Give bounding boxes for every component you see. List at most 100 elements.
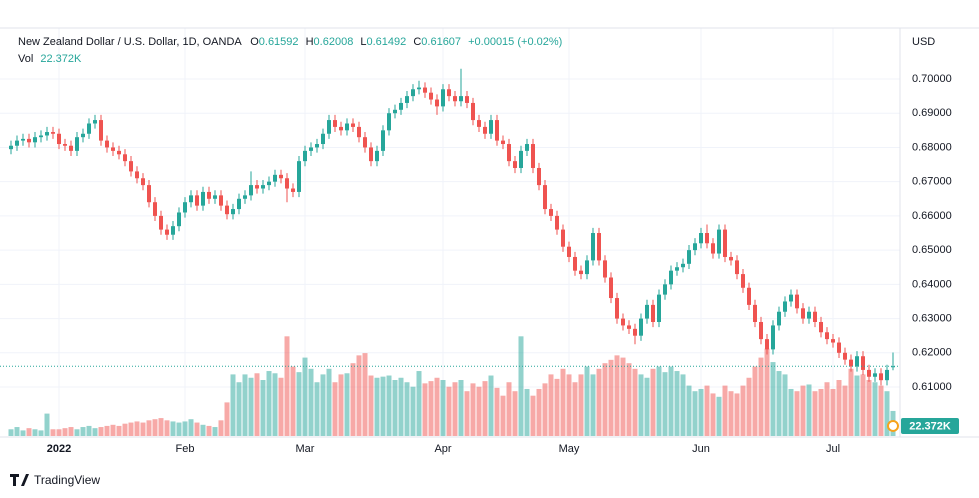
volume-bar (20, 430, 26, 436)
x-tick-label: Feb (176, 443, 195, 455)
volume-pane (8, 336, 896, 436)
candle-body (81, 133, 85, 138)
volume-bar (518, 336, 524, 436)
candle-body (207, 191, 211, 199)
candle-body (831, 339, 835, 343)
volume-bar (230, 374, 236, 436)
candle-body (405, 96, 409, 103)
volume-bar (74, 429, 80, 436)
volume-bar (104, 425, 110, 436)
volume-bar (632, 368, 638, 436)
candle-body (711, 243, 715, 254)
candle-body (51, 132, 55, 134)
high-value: 0.62008 (314, 36, 354, 48)
volume-bar (566, 374, 572, 436)
volume-bar (548, 374, 554, 436)
candle-body (159, 215, 163, 230)
volume-bar (494, 387, 500, 436)
candle-body (303, 150, 307, 162)
volume-bar (764, 348, 770, 436)
volume-bar (482, 381, 488, 436)
logo-icon (10, 474, 29, 486)
volume-bar (344, 373, 350, 436)
volume-bar (398, 377, 404, 436)
volume-bar (536, 388, 542, 436)
volume-bar (152, 419, 158, 436)
candle-body (543, 185, 547, 210)
volume-bar (794, 391, 800, 436)
close-value: 0.61607 (421, 36, 461, 48)
candle-body (819, 322, 823, 333)
candle-body (699, 233, 703, 244)
low-value: 0.61492 (367, 36, 407, 48)
candle-body (87, 123, 91, 134)
volume-bar (158, 418, 164, 436)
volume-bar (272, 373, 278, 436)
volume-bar (128, 422, 134, 436)
volume-bar (488, 375, 494, 436)
candle-body (873, 373, 877, 377)
volume-bar (596, 368, 602, 436)
volume-bar (590, 374, 596, 436)
candle-body (417, 87, 421, 90)
candle-body (453, 96, 457, 102)
candle-body (27, 138, 31, 143)
volume-bar (368, 375, 374, 436)
volume-bar (524, 388, 530, 436)
candle-body (861, 356, 865, 370)
volume-bar (842, 385, 848, 436)
candle-body (867, 369, 871, 377)
candle-body (243, 195, 247, 199)
y-tick-label: 0.68000 (912, 141, 952, 153)
volume-bar (98, 427, 104, 436)
candle-body (633, 328, 637, 336)
candle-body (681, 263, 685, 268)
volume-bar (746, 377, 752, 436)
candle-body (351, 123, 355, 127)
volume-bar (830, 388, 836, 436)
ohlc-letter: C (413, 36, 421, 48)
candle-body (507, 144, 511, 162)
volume-value: 22.372K (40, 53, 82, 65)
candle-body (273, 174, 277, 182)
candle-body (549, 209, 553, 216)
y-tick-label: 0.63000 (912, 312, 952, 324)
candle-body (279, 174, 283, 179)
candle-body (297, 161, 301, 192)
volume-bar (176, 422, 182, 436)
candle-body (393, 109, 397, 114)
volume-bar (164, 420, 170, 436)
volume-bar (734, 393, 740, 436)
volume-bar (290, 366, 296, 436)
candle-body (363, 137, 367, 148)
volume-bar (68, 427, 74, 436)
volume-legend: Vol 22.372K (18, 53, 82, 65)
candle-body (399, 102, 403, 110)
volume-bar (8, 429, 14, 436)
volume-price-label: 22.372K (909, 420, 951, 432)
candle-body (567, 246, 571, 257)
volume-bar (50, 429, 56, 436)
ohlc-letter: L (360, 36, 366, 48)
volume-bar (458, 380, 464, 436)
volume-bar (410, 386, 416, 436)
volume-bar (866, 380, 872, 436)
volume-bar (32, 429, 38, 436)
volume-bar (650, 368, 656, 436)
volume-bar (416, 371, 422, 436)
volume-bar (662, 372, 668, 436)
volume-bar (698, 388, 704, 436)
y-tick-label: 0.66000 (912, 210, 952, 222)
x-tick-label: Apr (434, 443, 451, 455)
volume-bar (134, 421, 140, 436)
volume-bar (758, 357, 764, 436)
candle-body (165, 229, 169, 235)
volume-bar (296, 372, 302, 436)
candle-body (501, 140, 505, 145)
candle-body (411, 89, 415, 97)
volume-bar (626, 363, 632, 436)
candle-body (603, 260, 607, 278)
volume-bar (722, 385, 728, 436)
candle-body (795, 294, 799, 309)
candle-body (315, 144, 319, 148)
